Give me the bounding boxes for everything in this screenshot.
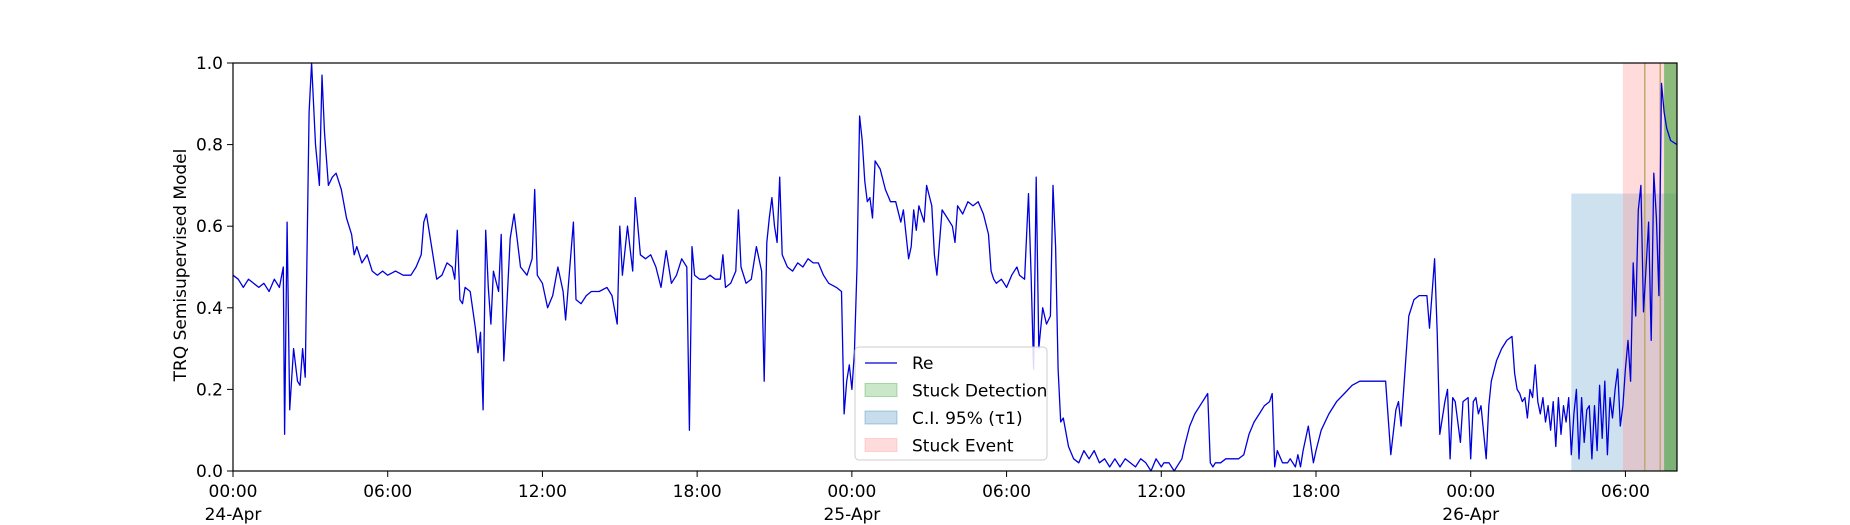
y-tick-label: 0.2 bbox=[196, 380, 223, 400]
region-stuck-detection bbox=[1664, 63, 1677, 471]
legend-label-stuck-detection: Stuck Detection bbox=[912, 382, 1047, 402]
x-tick-date-label: 24-Apr bbox=[205, 505, 262, 525]
legend-box bbox=[854, 346, 1048, 461]
y-tick-label: 0.4 bbox=[196, 299, 223, 319]
x-axis: 00:0024-Apr190006:0012:0018:0000:0025-Ap… bbox=[205, 471, 1650, 525]
x-tick-label: 18:00 bbox=[1292, 482, 1341, 502]
y-tick-label: 0.6 bbox=[196, 217, 223, 237]
plot-frame bbox=[232, 62, 1678, 472]
x-tick-label: 06:00 bbox=[1601, 482, 1650, 502]
legend-label-stuck-event: Stuck Event bbox=[912, 437, 1014, 457]
x-tick-date-label: 26-Apr bbox=[1442, 505, 1499, 525]
x-tick-label: 00:00 bbox=[1446, 482, 1495, 502]
y-tick-label: 0.8 bbox=[196, 136, 223, 156]
x-tick-label: 00:00 bbox=[827, 482, 876, 502]
x-tick-label: 00:00 bbox=[209, 482, 258, 502]
y-tick-label: 1.0 bbox=[196, 54, 223, 74]
x-tick-label: 12:00 bbox=[518, 482, 567, 502]
x-tick-date-label: 25-Apr bbox=[823, 505, 880, 525]
series-line-re bbox=[232, 62, 1678, 472]
y-axis: 0.0 0.2 0.4 0.6 0.8 1.0 bbox=[196, 54, 233, 482]
y-tick-label: 0.0 bbox=[196, 462, 223, 482]
legend-label-c-i-95-1: C.I. 95% (τ1) bbox=[912, 409, 1023, 429]
legend-swatch-stuck-event bbox=[864, 438, 898, 452]
legend-swatch-c-i-95-1 bbox=[864, 410, 898, 425]
y-axis-label: TRQ Semisupervised Model bbox=[171, 149, 191, 383]
legend-label-re: Re bbox=[912, 354, 934, 374]
series-group bbox=[232, 62, 1678, 472]
x-tick-label: 06:00 bbox=[363, 482, 412, 502]
x-tick-label: 12:00 bbox=[1137, 482, 1186, 502]
x-tick-label: 06:00 bbox=[982, 482, 1031, 502]
x-tick-label: 18:00 bbox=[673, 482, 722, 502]
legend: Re Stuck Detection C.I. 95% (τ1) Stuck Even… bbox=[854, 346, 1048, 461]
legend-swatch-stuck-detection bbox=[864, 383, 898, 397]
